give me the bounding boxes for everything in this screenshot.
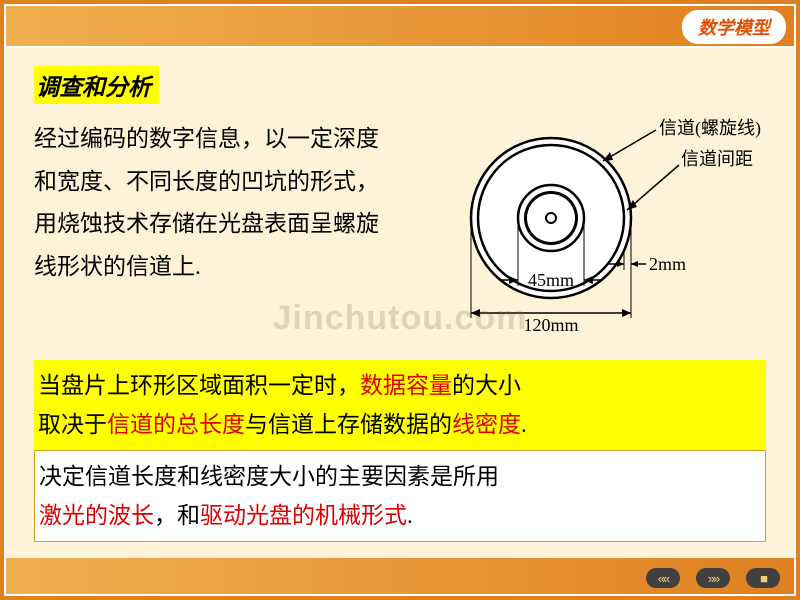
header-bar: 数学模型 (6, 6, 794, 46)
yb-mid2: 与信道上存储数据的 (245, 412, 452, 437)
yellow-highlight-box: 当盘片上环形区域面积一定时，数据容量的大小 取决于信道的总长度与信道上存储数据的… (34, 360, 766, 450)
wb-post1: . (407, 503, 413, 528)
yb-red2: 信道的总长度 (107, 412, 245, 437)
dim-outer: 120mm (523, 315, 578, 335)
cd-svg: 信道(螺旋线) 信道间距 45mm (391, 118, 771, 348)
nav-buttons: «« »» ■ (646, 568, 780, 588)
footer-bar: «« »» ■ (6, 558, 794, 594)
white-highlight-box: 决定信道长度和线密度大小的主要因素是所用 激光的波长，和驱动光盘的机械形式. (34, 450, 766, 542)
yb-post2: . (521, 412, 527, 437)
white-border: 数学模型 调查和分析 经过编码的数字信息，以一定深度和宽度、不同长度的凹坑的形式… (4, 4, 796, 596)
wb-red2: 驱动光盘的机械形式 (200, 503, 407, 528)
label-pitch: 信道间距 (681, 149, 753, 169)
yb-pre2: 取决于 (38, 412, 107, 437)
intro-text: 经过编码的数字信息，以一定深度和宽度、不同长度的凹坑的形式，用烧蚀技术存储在光盘… (34, 118, 379, 348)
cd-diagram: 信道(螺旋线) 信道间距 45mm (391, 118, 771, 348)
dim-inner: 45mm (528, 270, 574, 290)
content-area: 调查和分析 经过编码的数字信息，以一定深度和宽度、不同长度的凹坑的形式，用烧蚀技… (6, 48, 794, 558)
section-title: 调查和分析 (34, 66, 159, 104)
wb-red1: 激光的波长 (39, 503, 154, 528)
outer-frame: 数学模型 调查和分析 经过编码的数字信息，以一定深度和宽度、不同长度的凹坑的形式… (0, 0, 800, 600)
dim-gap: 2mm (649, 254, 686, 274)
yb-post1: 的大小 (452, 373, 521, 398)
wb-pre1: 决定信道长度和线密度大小的主要因素是所用 (39, 464, 499, 489)
nav-end-button[interactable]: ■ (746, 568, 780, 588)
nav-prev-button[interactable]: «« (646, 568, 680, 588)
yb-red1: 数据容量 (360, 373, 452, 398)
top-row: 经过编码的数字信息，以一定深度和宽度、不同长度的凹坑的形式，用烧蚀技术存储在光盘… (34, 118, 766, 348)
label-spiral: 信道(螺旋线) (659, 118, 761, 139)
yb-pre1: 当盘片上环形区域面积一定时， (38, 373, 360, 398)
yb-red3: 线密度 (452, 412, 521, 437)
nav-next-button[interactable]: »» (696, 568, 730, 588)
wb-mid1: ，和 (154, 503, 200, 528)
header-badge: 数学模型 (682, 10, 786, 44)
